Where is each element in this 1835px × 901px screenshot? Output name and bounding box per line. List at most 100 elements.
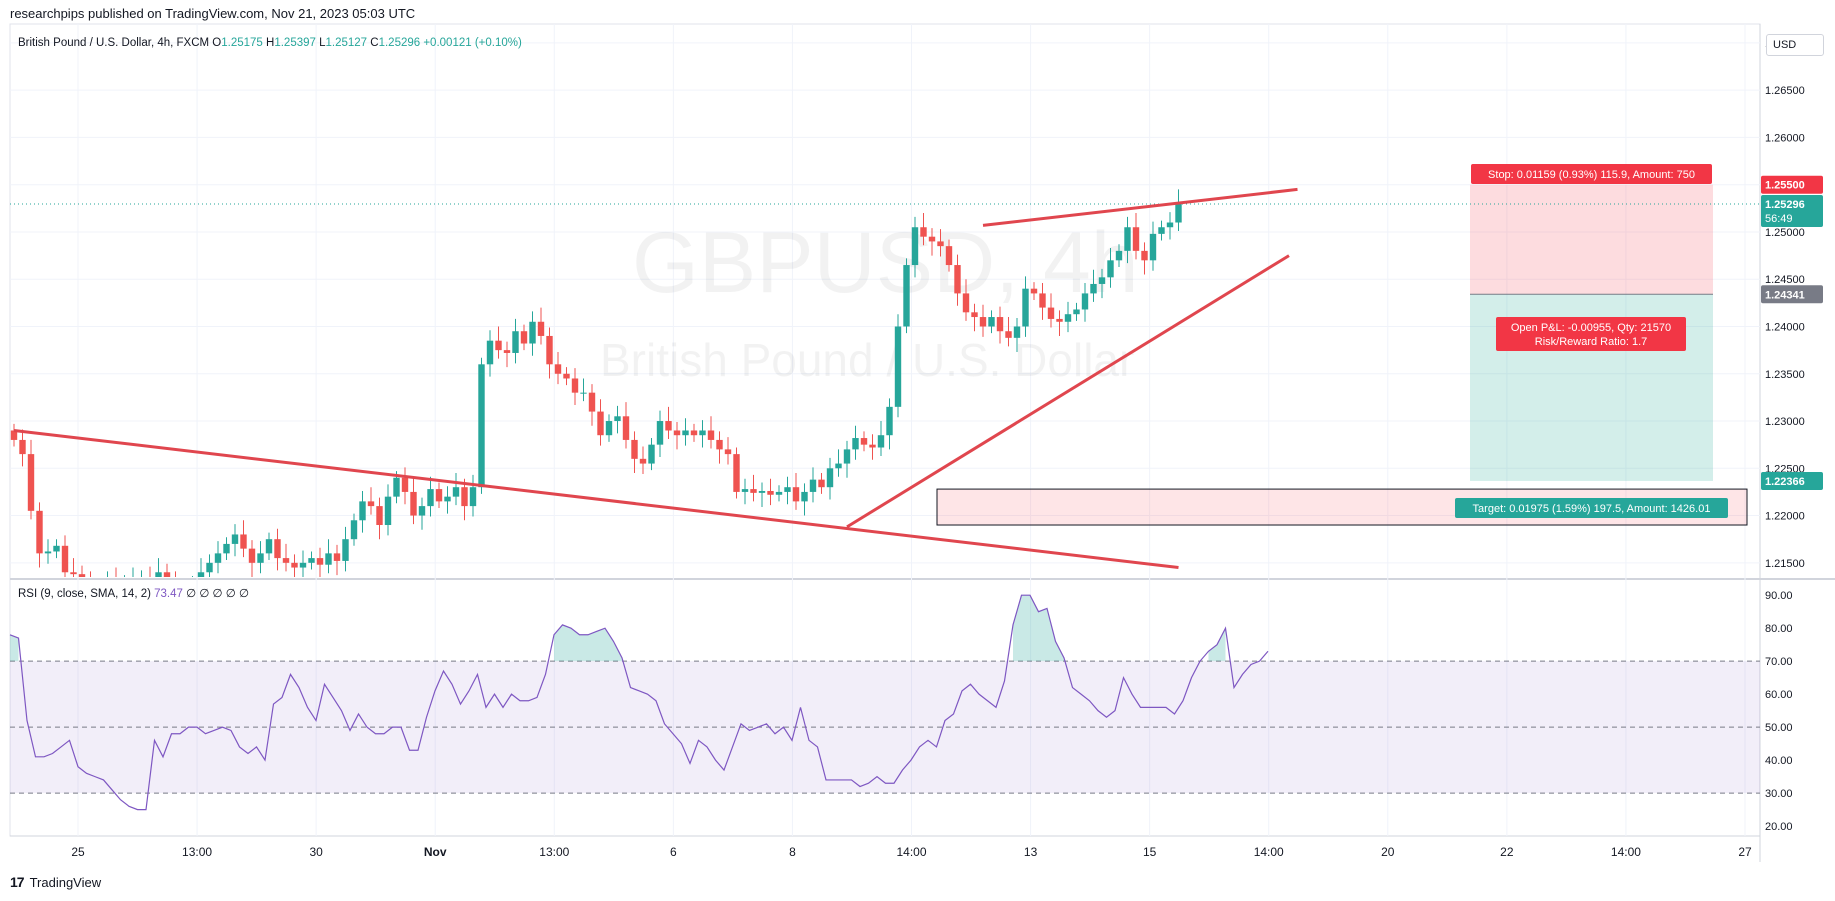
candle[interactable]: [240, 520, 247, 558]
candle[interactable]: [163, 563, 171, 598]
candle[interactable]: [36, 502, 43, 568]
candle[interactable]: [104, 571, 110, 598]
candle[interactable]: [911, 216, 919, 278]
candle[interactable]: [767, 478, 774, 506]
candle[interactable]: [495, 326, 502, 359]
candle[interactable]: [1047, 293, 1055, 328]
candle[interactable]: [1090, 269, 1097, 302]
candle[interactable]: [1030, 282, 1038, 301]
candle[interactable]: [860, 431, 868, 452]
candle[interactable]: [282, 543, 290, 572]
candle[interactable]: [427, 476, 434, 517]
tradingview-brand[interactable]: 17 TradingView: [10, 874, 101, 890]
candle[interactable]: [503, 341, 511, 368]
candle[interactable]: [248, 540, 256, 577]
candle[interactable]: [843, 440, 851, 478]
candle[interactable]: [376, 497, 383, 540]
candle[interactable]: [316, 547, 324, 577]
candle[interactable]: [1022, 276, 1029, 337]
pnl-label[interactable]: Open P&L: -0.00955, Qty: 21570 Risk/Rewar…: [1496, 317, 1686, 351]
candle[interactable]: [937, 229, 944, 257]
candle[interactable]: [61, 535, 69, 584]
candle[interactable]: [452, 473, 460, 506]
candle[interactable]: [87, 571, 93, 601]
candle[interactable]: [835, 449, 842, 477]
candle[interactable]: [1132, 213, 1140, 260]
candle[interactable]: [801, 483, 808, 516]
candle[interactable]: [724, 437, 732, 465]
candle[interactable]: [750, 474, 757, 502]
candle[interactable]: [418, 497, 426, 530]
candle[interactable]: [308, 551, 315, 570]
stop-label[interactable]: Stop: 0.01159 (0.93%) 115.9, Amount: 750: [1471, 164, 1712, 184]
candle[interactable]: [469, 474, 477, 517]
candle[interactable]: [716, 431, 723, 464]
candles[interactable]: [10, 189, 1182, 603]
candle[interactable]: [1081, 283, 1089, 322]
target-label[interactable]: Target: 0.01975 (1.59%) 197.5, Amount: 1…: [1455, 498, 1728, 518]
candle[interactable]: [639, 446, 647, 474]
candle[interactable]: [877, 421, 885, 457]
candle[interactable]: [852, 425, 859, 460]
candle[interactable]: [1013, 317, 1021, 353]
candle[interactable]: [1107, 248, 1114, 288]
candle[interactable]: [1073, 302, 1080, 321]
candle[interactable]: [113, 567, 119, 598]
candle[interactable]: [1166, 212, 1174, 240]
candle[interactable]: [818, 473, 825, 494]
candle[interactable]: [27, 439, 35, 520]
candle[interactable]: [291, 554, 298, 581]
candle[interactable]: [622, 402, 630, 449]
candle[interactable]: [78, 565, 86, 598]
candle[interactable]: [223, 537, 230, 560]
candle[interactable]: [70, 558, 77, 583]
candle[interactable]: [342, 526, 349, 572]
candle[interactable]: [172, 571, 178, 597]
candle[interactable]: [265, 532, 273, 560]
candle[interactable]: [648, 438, 655, 471]
candle[interactable]: [478, 357, 485, 494]
candle[interactable]: [231, 524, 239, 557]
candle[interactable]: [214, 541, 222, 574]
candle[interactable]: [147, 566, 153, 594]
candle[interactable]: [758, 482, 766, 508]
candle[interactable]: [920, 213, 927, 246]
candle[interactable]: [690, 423, 698, 442]
candle[interactable]: [537, 307, 545, 345]
candle[interactable]: [809, 467, 817, 503]
candle[interactable]: [903, 258, 910, 334]
candle[interactable]: [384, 484, 392, 536]
candle[interactable]: [614, 405, 621, 434]
candle[interactable]: [520, 324, 528, 351]
candle[interactable]: [673, 421, 681, 450]
stop-zone[interactable]: [1470, 184, 1713, 295]
candle[interactable]: [206, 554, 213, 586]
trendline[interactable]: [846, 254, 1290, 529]
candle[interactable]: [1158, 220, 1165, 241]
candle[interactable]: [1175, 189, 1182, 232]
symbol-legend[interactable]: British Pound / U.S. Dollar, 4h, FXCM O1…: [18, 37, 522, 49]
candle[interactable]: [699, 420, 706, 448]
time-axis[interactable]: 25 13:00 30 Nov 13:00 6 8 14:00 13 15 14:00 20 22 14:…: [71, 845, 1752, 859]
candle[interactable]: [350, 513, 358, 546]
rsi-line[interactable]: [9, 594, 1269, 811]
candle[interactable]: [461, 478, 468, 521]
candle[interactable]: [580, 378, 587, 402]
candle[interactable]: [563, 367, 570, 386]
candle[interactable]: [792, 473, 800, 510]
candle[interactable]: [1098, 268, 1106, 299]
candle[interactable]: [1064, 301, 1072, 333]
candle[interactable]: [826, 457, 834, 500]
candle[interactable]: [886, 398, 893, 450]
candle[interactable]: [486, 330, 494, 377]
candle[interactable]: [741, 478, 749, 505]
candle[interactable]: [775, 485, 783, 502]
candle[interactable]: [996, 306, 1004, 344]
candle[interactable]: [665, 406, 672, 439]
candle[interactable]: [44, 539, 52, 564]
candle[interactable]: [971, 303, 978, 332]
candle[interactable]: [19, 429, 26, 467]
candle[interactable]: [656, 410, 664, 457]
candle[interactable]: [155, 558, 162, 590]
candle[interactable]: [707, 416, 715, 449]
